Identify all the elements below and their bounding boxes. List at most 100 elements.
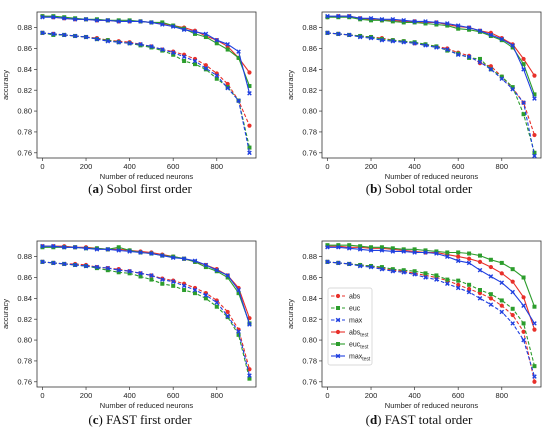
legend-item-abs-test: abstest	[331, 330, 369, 339]
x-tick-label: 800	[211, 391, 224, 400]
data-point	[401, 268, 406, 273]
data-point	[61, 244, 67, 250]
data-point	[412, 40, 417, 46]
data-point	[521, 329, 526, 334]
data-point	[434, 22, 439, 27]
data-point	[477, 56, 482, 61]
data-point	[467, 55, 472, 60]
data-point	[94, 247, 100, 252]
data-point	[51, 32, 56, 37]
data-point	[368, 264, 374, 270]
data-point	[247, 70, 252, 75]
data-point	[510, 279, 515, 284]
data-point	[488, 64, 493, 69]
x-tick-label: 600	[167, 391, 180, 400]
data-point	[138, 42, 143, 47]
data-point	[160, 22, 165, 27]
data-point	[51, 14, 56, 20]
data-point	[83, 34, 89, 40]
data-point	[510, 306, 515, 311]
data-point	[192, 58, 198, 64]
y-tick-label: 0.86	[302, 273, 317, 282]
data-point	[171, 283, 176, 288]
data-point	[72, 17, 78, 22]
data-point	[510, 85, 515, 90]
data-point	[445, 250, 450, 255]
data-point	[455, 23, 461, 28]
data-point	[390, 38, 395, 43]
data-point	[358, 17, 363, 22]
data-point	[521, 337, 526, 343]
legend-marker	[336, 342, 340, 346]
data-point	[499, 76, 505, 82]
x-axis-label: Number of reduced neurons	[385, 401, 479, 410]
data-point	[127, 268, 132, 274]
series-euc-test	[325, 243, 537, 309]
data-point	[325, 244, 330, 250]
legend-marker	[335, 353, 341, 359]
data-point	[170, 24, 176, 29]
series-max-test	[325, 244, 537, 326]
data-point	[488, 257, 493, 262]
data-point	[160, 281, 165, 286]
series-max-test	[40, 14, 252, 96]
data-point	[423, 275, 428, 280]
data-point	[182, 59, 187, 64]
data-point	[412, 20, 417, 25]
x-axis-label: Number of reduced neurons	[100, 172, 194, 181]
data-point	[499, 36, 505, 42]
data-point	[532, 96, 537, 101]
data-point	[357, 34, 363, 40]
x-tick-label: 200	[365, 391, 378, 400]
data-point	[225, 275, 230, 280]
data-point	[477, 29, 482, 34]
y-axis-label: accuracy	[286, 299, 295, 329]
panel-caption-text: FAST total order	[385, 412, 473, 427]
data-point	[214, 304, 219, 309]
y-tick-label: 0.82	[17, 315, 32, 324]
data-point	[434, 45, 439, 50]
panel-letter: a	[93, 181, 100, 196]
data-point	[358, 33, 363, 38]
y-tick-label: 0.82	[302, 86, 317, 95]
chart-panel-3: 0.76 0.78 0.80 0.82 0.84 0.86 0.88 0 200 400 600 80…	[1, 240, 257, 427]
data-point	[434, 249, 439, 254]
data-point	[379, 265, 384, 270]
data-point	[510, 45, 515, 50]
data-point	[521, 62, 526, 67]
data-point	[192, 258, 198, 264]
data-point	[477, 291, 483, 296]
y-tick-label: 0.78	[302, 128, 317, 137]
x-tick-label: 600	[452, 162, 465, 171]
data-point	[456, 26, 461, 31]
x-tick-label: 0	[325, 391, 329, 400]
data-point	[466, 25, 472, 30]
legend-marker	[336, 306, 340, 310]
data-point	[247, 91, 252, 96]
y-tick-label: 0.86	[302, 44, 317, 53]
data-point	[488, 67, 494, 72]
data-point	[368, 248, 374, 253]
data-point	[236, 49, 241, 54]
data-point	[40, 259, 45, 265]
data-point	[488, 302, 494, 307]
data-point	[456, 250, 461, 255]
x-tick-label: 800	[496, 391, 509, 400]
panel-caption: (b) Sobol total order	[366, 181, 473, 196]
data-point	[532, 150, 537, 155]
data-point	[203, 66, 209, 71]
panel-letter: c	[93, 412, 99, 427]
data-point	[171, 52, 176, 57]
data-point	[434, 20, 439, 25]
data-point	[466, 286, 472, 292]
data-point	[325, 259, 330, 265]
y-tick-label: 0.84	[302, 294, 317, 303]
data-point	[510, 289, 515, 295]
data-point	[379, 266, 385, 272]
data-point	[247, 367, 252, 372]
series-euc	[40, 259, 252, 381]
data-point	[116, 267, 122, 273]
data-point	[477, 59, 483, 65]
data-point	[466, 289, 472, 295]
data-point	[192, 31, 197, 36]
